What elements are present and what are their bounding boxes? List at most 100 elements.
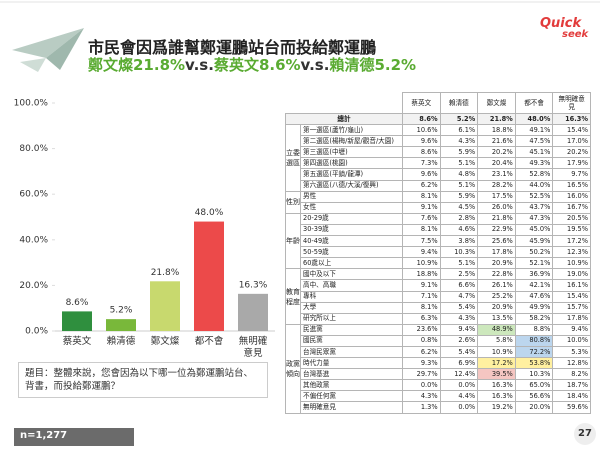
crosstab: 蔡英文賴清德鄭文燦都不會無明確意見總計8.6%5.2%21.8%48.0%16.…: [285, 92, 591, 414]
cell: 49.1%: [515, 125, 553, 136]
cell: 9.4%: [403, 247, 441, 258]
cell: 47.3%: [515, 213, 553, 224]
cell: 16.3%: [478, 380, 516, 391]
total-row: 總計8.6%5.2%21.8%48.0%16.3%: [286, 114, 591, 125]
cell: 10.9%: [553, 258, 591, 269]
cell: 19.5%: [553, 224, 591, 235]
cell: 10.9%: [403, 258, 441, 269]
cell: 18.4%: [553, 391, 591, 402]
data-row: 其他政黨0.0%0.0%16.3%65.0%18.7%: [286, 380, 591, 391]
cell: 50.2%: [515, 247, 553, 258]
cell: 10.3%: [440, 247, 478, 258]
cell: 18.7%: [553, 380, 591, 391]
cell: 36.9%: [515, 269, 553, 280]
cell: 8.8%: [515, 324, 553, 335]
cell: 17.2%: [553, 236, 591, 247]
cell: 52.8%: [515, 169, 553, 180]
cell: 9.4%: [440, 324, 478, 335]
data-row: 50-59歲9.4%10.3%17.8%50.2%12.3%: [286, 247, 591, 258]
y-tick-label: 80.0%: [19, 144, 48, 154]
subtitle-part: 鄭文燦21.8%: [88, 56, 185, 74]
cell: 13.5%: [478, 313, 516, 324]
cell: 7.3%: [403, 158, 441, 169]
row-label: 第六選區(八德/大溪/復興): [301, 180, 403, 191]
row-label: 其他政黨: [301, 380, 403, 391]
cell: 9.6%: [403, 136, 441, 147]
value-label: 8.6%: [66, 298, 89, 308]
cell: 56.6%: [515, 391, 553, 402]
cell: 39.5%: [478, 369, 516, 380]
row-label: 第一選區(蘆竹/龜山): [301, 125, 403, 136]
cell: 12.3%: [553, 247, 591, 258]
row-label: 20-29歲: [301, 213, 403, 224]
cell: 25.6%: [478, 236, 516, 247]
subtitle-part: 賴清德5.2%: [329, 56, 416, 74]
data-row: 60歲以上10.9%5.1%20.9%52.1%10.9%: [286, 258, 591, 269]
row-label: 不偏任何黨: [301, 391, 403, 402]
y-tick-label: 100.0%: [14, 99, 49, 109]
row-label: 50-59歲: [301, 247, 403, 258]
x-tick-label: 鄭文燦: [148, 336, 182, 348]
cell: 0.0%: [403, 380, 441, 391]
row-label: 研究所以上: [301, 313, 403, 324]
data-row: 大學8.1%5.4%20.9%49.9%15.7%: [286, 302, 591, 313]
cell: 65.0%: [515, 380, 553, 391]
cell: 4.6%: [440, 224, 478, 235]
cell: 20.9%: [478, 258, 516, 269]
x-tick-label: 賴清德: [104, 336, 138, 348]
row-label: 女性: [301, 202, 403, 213]
row-label: 民進黨: [301, 324, 403, 335]
row-label: 時代力量: [301, 358, 403, 369]
data-row: 第五選區(平鎮/龍潭)9.6%4.8%23.1%52.8%9.7%: [286, 169, 591, 180]
logo-shape: [20, 58, 46, 72]
cell: 5.2%: [440, 114, 478, 125]
data-row: 第二選區(楊梅/新屋/觀音/大園)9.6%4.3%21.6%47.5%17.0%: [286, 136, 591, 147]
cell: 23.1%: [478, 169, 516, 180]
row-label: 高中、高職: [301, 280, 403, 291]
y-tick-label: 60.0%: [19, 190, 48, 200]
cell: 48.9%: [478, 324, 516, 335]
cell: 49.3%: [515, 158, 553, 169]
data-row: 時代力量9.3%6.9%17.2%53.8%12.8%: [286, 358, 591, 369]
value-label: 5.2%: [110, 306, 133, 316]
data-row: 國民黨0.8%2.6%5.8%80.8%10.0%: [286, 335, 591, 346]
subtitle: 鄭文燦21.8%v.s.蔡英文8.6%v.s.賴清德5.2%: [88, 54, 416, 75]
row-label: 國中及以下: [301, 269, 403, 280]
cell: 6.2%: [403, 180, 441, 191]
y-tick-label: 20.0%: [19, 281, 48, 291]
column-header: 都不會: [515, 93, 553, 114]
value-label: 16.3%: [239, 280, 268, 290]
cell: 20.5%: [553, 213, 591, 224]
page-number: 27: [574, 423, 596, 445]
corner-cell: [286, 93, 403, 114]
cell: 17.9%: [553, 158, 591, 169]
group-label: 年齡: [286, 213, 301, 268]
cell: 22.9%: [478, 224, 516, 235]
cell: 59.6%: [553, 402, 591, 413]
cell: 10.3%: [515, 369, 553, 380]
cell: 22.8%: [478, 269, 516, 280]
cell: 19.0%: [553, 269, 591, 280]
sample-size: n=1,277: [20, 430, 67, 441]
cell: 5.8%: [478, 335, 516, 346]
cell: 2.6%: [440, 335, 478, 346]
row-label: 40-49歲: [301, 236, 403, 247]
cell: 8.2%: [553, 369, 591, 380]
row-label: 大學: [301, 302, 403, 313]
cell: 5.1%: [440, 180, 478, 191]
cell: 58.2%: [515, 313, 553, 324]
row-label: 專科: [301, 291, 403, 302]
cell: 6.3%: [403, 313, 441, 324]
cell: 8.6%: [403, 114, 441, 125]
logo-text: seek: [562, 29, 588, 40]
cell: 9.1%: [403, 280, 441, 291]
column-header: 無明確意見: [553, 93, 591, 114]
data-row: 第六選區(八德/大溪/復興)6.2%5.1%28.2%44.0%16.5%: [286, 180, 591, 191]
subtitle-part: 蔡英文8.6%: [214, 56, 301, 74]
cell: 45.1%: [515, 147, 553, 158]
cell: 23.6%: [403, 324, 441, 335]
cell: 25.2%: [478, 291, 516, 302]
group-label: 教育程度: [286, 269, 301, 324]
subtitle-part: v.s.: [301, 56, 330, 74]
cell: 2.5%: [440, 269, 478, 280]
